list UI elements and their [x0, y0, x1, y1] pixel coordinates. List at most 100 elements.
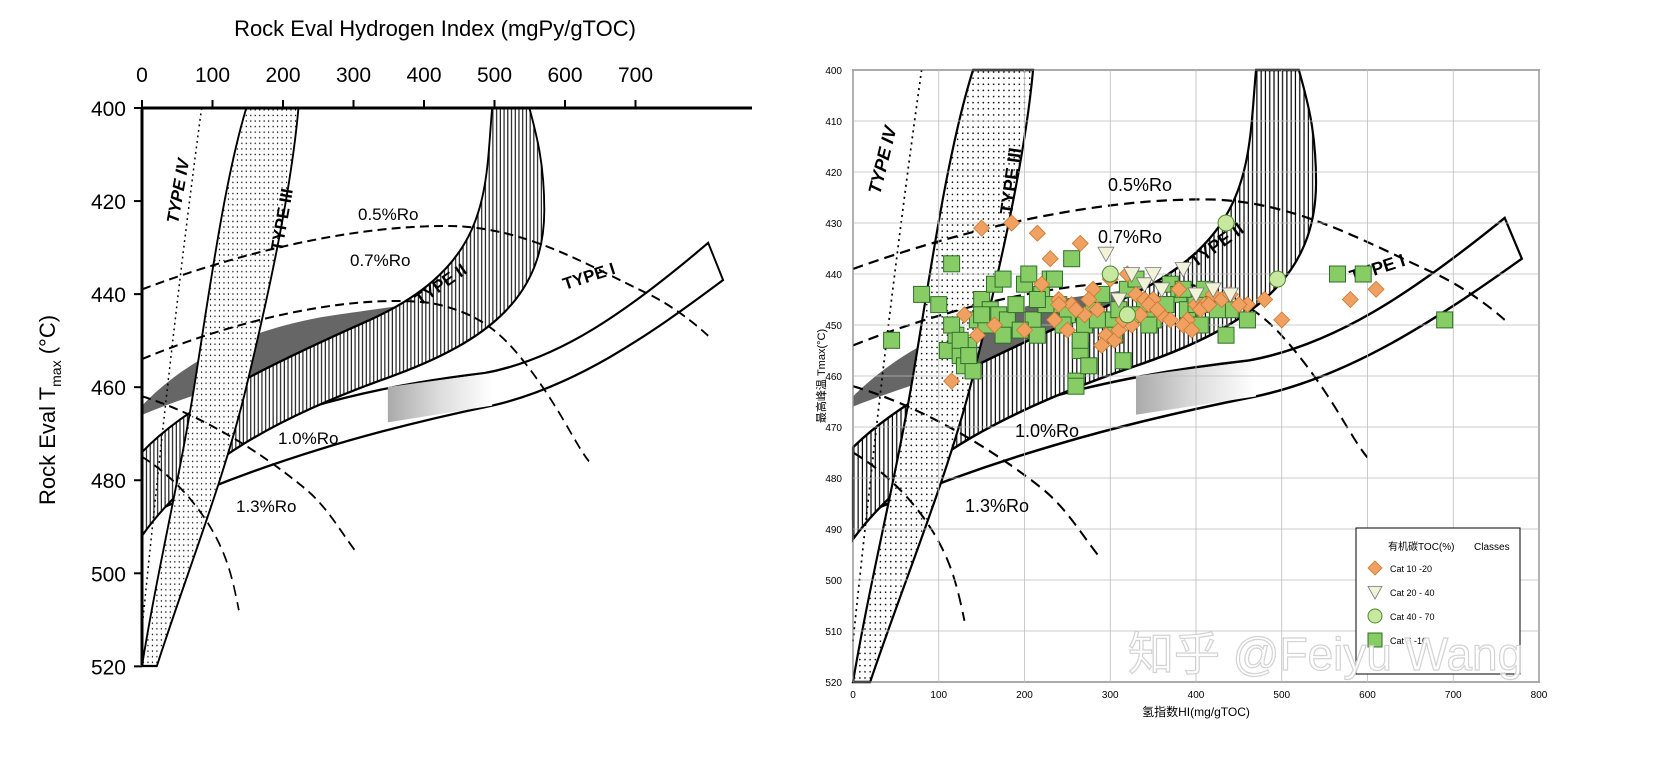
data-point-square	[1067, 377, 1085, 395]
data-point-square	[943, 316, 961, 334]
right-y-tick-label: 410	[825, 117, 842, 128]
data-point-diamond	[943, 372, 961, 390]
left-label-ro-05: 0.5%Ro	[358, 205, 418, 224]
data-point-diamond	[1080, 290, 1098, 309]
left-kerogen-diagram	[140, 106, 725, 668]
left-y-tick-label: 480	[91, 470, 126, 493]
data-point-diamond	[1058, 321, 1076, 339]
legend-marker-circle	[1367, 608, 1383, 624]
data-point-diamond	[1341, 290, 1359, 309]
data-point-square	[930, 296, 948, 314]
legend-marker-diamond	[1367, 560, 1383, 576]
right-label-ro-10: 1.0%Ro	[1015, 421, 1079, 441]
data-point-square	[973, 306, 991, 324]
data-point-diamond	[1183, 321, 1201, 339]
data-point-triangle-down	[1097, 246, 1115, 263]
data-point-square	[1071, 331, 1089, 349]
legend-item-label: Cat 20 - 40	[1390, 588, 1435, 598]
right-y-tick-label: 470	[825, 423, 842, 434]
legend-subtitle: Classes	[1474, 542, 1510, 553]
data-point-square	[1436, 311, 1454, 329]
left-x-tick-label: 100	[195, 64, 230, 87]
left-chart-panel: Rock Eval Hydrogen Index (mgPy/gTOC) 0 10…	[35, 16, 752, 679]
data-point-triangle-down	[1135, 277, 1154, 294]
right-label-ro-13: 1.3%Ro	[965, 496, 1029, 516]
data-point-diamond	[1003, 214, 1021, 232]
data-point-triangle-down	[1153, 282, 1171, 299]
data-point-square	[1028, 326, 1046, 344]
data-point-square	[943, 255, 961, 273]
right-x-tick-label: 300	[1102, 690, 1119, 701]
data-point-square	[1354, 265, 1372, 283]
data-point-diamond	[1033, 275, 1051, 293]
data-point-diamond	[1148, 301, 1166, 319]
data-point-triangle-down	[1187, 287, 1205, 304]
left-y-tick-marks	[134, 107, 142, 668]
data-point-diamond	[1028, 224, 1046, 242]
right-x-tick-label: 400	[1188, 690, 1205, 701]
legend-marker-square	[1367, 632, 1383, 648]
watermark-text: 知乎 @Feiyu Wang	[1128, 628, 1523, 680]
left-y-tick-label: 440	[91, 284, 126, 307]
right-y-tick-label: 420	[825, 168, 842, 179]
data-point-triangle-down	[1110, 292, 1128, 309]
data-point-circle	[1118, 306, 1136, 324]
right-y-tick-label: 440	[825, 270, 842, 281]
data-point-diamond	[1067, 301, 1085, 319]
left-label-ro-10: 1.0%Ro	[278, 429, 338, 448]
right-x-tick-label: 500	[1273, 690, 1290, 701]
right-y-tick-label: 430	[825, 219, 842, 230]
data-point-square	[1238, 311, 1256, 329]
data-point-diamond	[1200, 296, 1218, 314]
left-label-type-iv: TYPE IV	[163, 156, 193, 225]
right-x-tick-label: 100	[930, 690, 947, 701]
right-label-ro-05: 0.5%Ro	[1108, 175, 1172, 195]
legend-marker-triangle-down	[1367, 586, 1383, 600]
right-x-tick-label: 0	[850, 690, 856, 701]
data-point-diamond	[973, 219, 991, 237]
right-scatter-points	[883, 214, 1454, 395]
data-point-square	[994, 270, 1012, 288]
data-point-diamond	[1170, 280, 1188, 298]
data-point-diamond	[1050, 296, 1068, 314]
left-y-tick-labels: 400 420 440 460 480 500 520	[91, 98, 126, 679]
left-y-tick-label: 520	[91, 656, 126, 679]
data-point-square	[1007, 296, 1025, 314]
data-point-square	[1114, 352, 1132, 370]
legend-item-label: Cat 6 -10	[1390, 636, 1427, 646]
data-point-diamond	[1273, 311, 1291, 329]
right-y-tick-label: 460	[825, 372, 842, 383]
data-point-diamond	[1230, 296, 1248, 314]
data-point-triangle-down	[1144, 267, 1162, 283]
right-x-tick-label: 200	[1016, 690, 1033, 701]
data-point-square	[994, 326, 1012, 344]
data-point-square	[1080, 357, 1098, 375]
data-point-triangle-down	[1174, 262, 1192, 278]
right-x-tick-labels: 0 100 200 300 400 500 600 700 800	[850, 690, 1548, 701]
left-y-tick-label: 400	[91, 98, 126, 121]
data-point-diamond	[1093, 336, 1111, 354]
right-y-tick-label: 510	[825, 627, 842, 638]
right-y-tick-label: 500	[825, 576, 842, 587]
data-point-triangle-down	[1221, 287, 1239, 304]
right-y-axis-title: 最高峰温 Tmax(°C)	[814, 329, 828, 423]
right-y-tick-label: 490	[825, 525, 842, 536]
left-x-tick-label: 300	[336, 64, 371, 87]
right-y-tick-label: 450	[825, 321, 842, 332]
data-point-square	[1140, 316, 1158, 334]
data-point-square	[883, 331, 901, 349]
data-point-square	[913, 285, 931, 303]
left-label-ro-07: 0.7%Ro	[350, 251, 410, 270]
data-point-circle	[1268, 270, 1286, 288]
legend-item-label: Cat 10 -20	[1390, 564, 1432, 574]
data-point-diamond	[1256, 290, 1274, 309]
data-point-diamond	[968, 326, 986, 344]
left-x-tick-label: 700	[618, 64, 653, 87]
right-y-tick-labels: 400 410 420 430 440 450 460 470 480 490 500 510 520	[825, 66, 842, 689]
right-x-tick-label: 800	[1531, 690, 1548, 701]
left-label-ro-13: 1.3%Ro	[236, 497, 296, 516]
data-point-triangle-down	[1123, 267, 1141, 283]
legend-title: 有机碳TOC(%)	[1388, 540, 1454, 553]
left-x-tick-labels: 0 100 200 300 400 500 600 700	[136, 64, 653, 87]
